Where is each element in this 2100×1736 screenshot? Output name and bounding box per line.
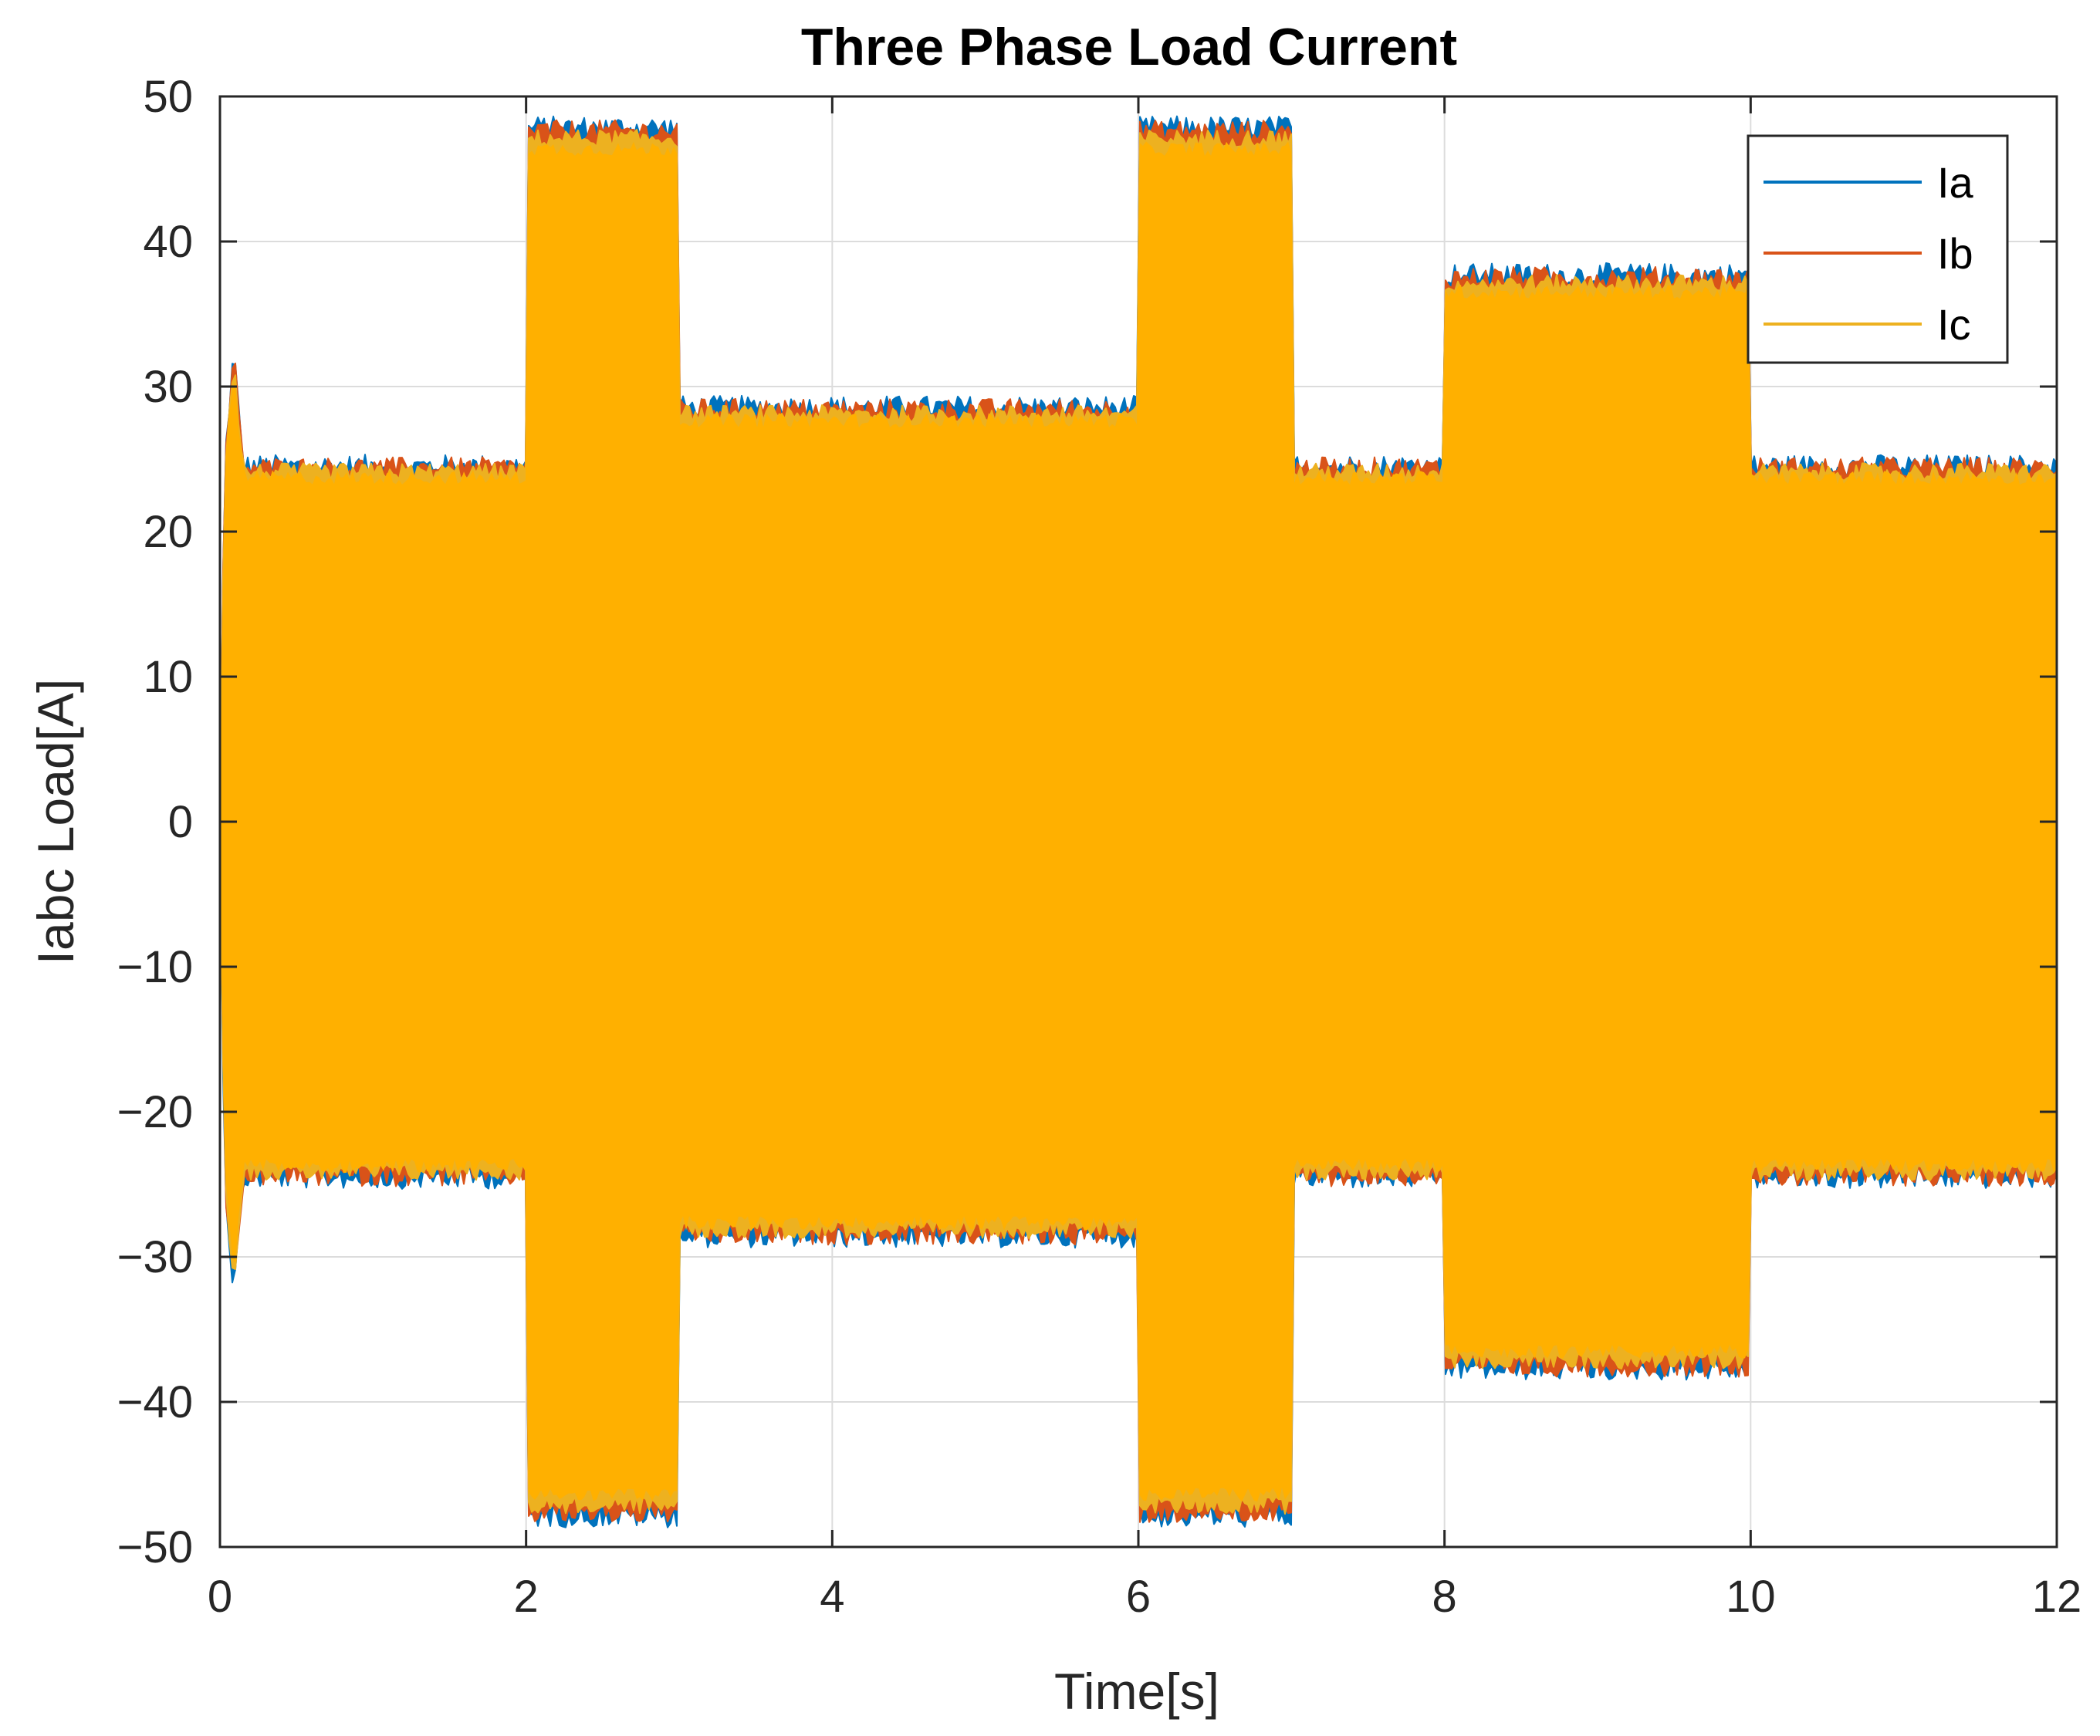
y-axis-tick-labels: 50 40 30 20 10 0 −10 −20 −30 −40 −50 [117,72,193,1572]
x-tick-label: 8 [1432,1572,1457,1622]
y-tick-label: −40 [117,1377,193,1427]
y-tick-label: −20 [117,1087,193,1137]
x-axis-tick-labels: 0 2 4 6 8 10 12 [208,1572,2081,1622]
y-tick-label: −10 [117,942,193,992]
y-tick-label: 0 [168,797,193,847]
series-ic-body [220,141,2057,1502]
x-tick-label: 0 [208,1572,232,1622]
x-tick-label: 2 [514,1572,539,1622]
y-tick-label: 40 [143,217,193,267]
y-tick-label: 30 [143,362,193,412]
x-tick-label: 12 [2032,1572,2082,1622]
legend-label-ia: Ia [1937,158,1974,207]
y-tick-label: −50 [117,1522,193,1572]
y-tick-label: −30 [117,1232,193,1282]
legend-label-ic: Ic [1937,300,1971,349]
y-tick-label: 20 [143,507,193,557]
x-tick-label: 4 [820,1572,844,1622]
y-tick-label: 10 [143,652,193,702]
x-tick-label: 6 [1126,1572,1151,1622]
chart-title: Three Phase Load Current [801,18,1457,76]
x-tick-label: 10 [1726,1572,1776,1622]
axis-ticks [218,95,2058,1549]
y-tick-label: 50 [143,72,193,122]
y-axis-label: Iabc Load[A] [27,679,84,965]
legend-entries: Ia Ib Ic [1764,158,1974,349]
legend-label-ib: Ib [1937,229,1973,278]
x-axis-label: Time[s] [1054,1663,1219,1720]
data-series [219,115,2058,1528]
legend: Ia Ib Ic [1747,134,2009,364]
